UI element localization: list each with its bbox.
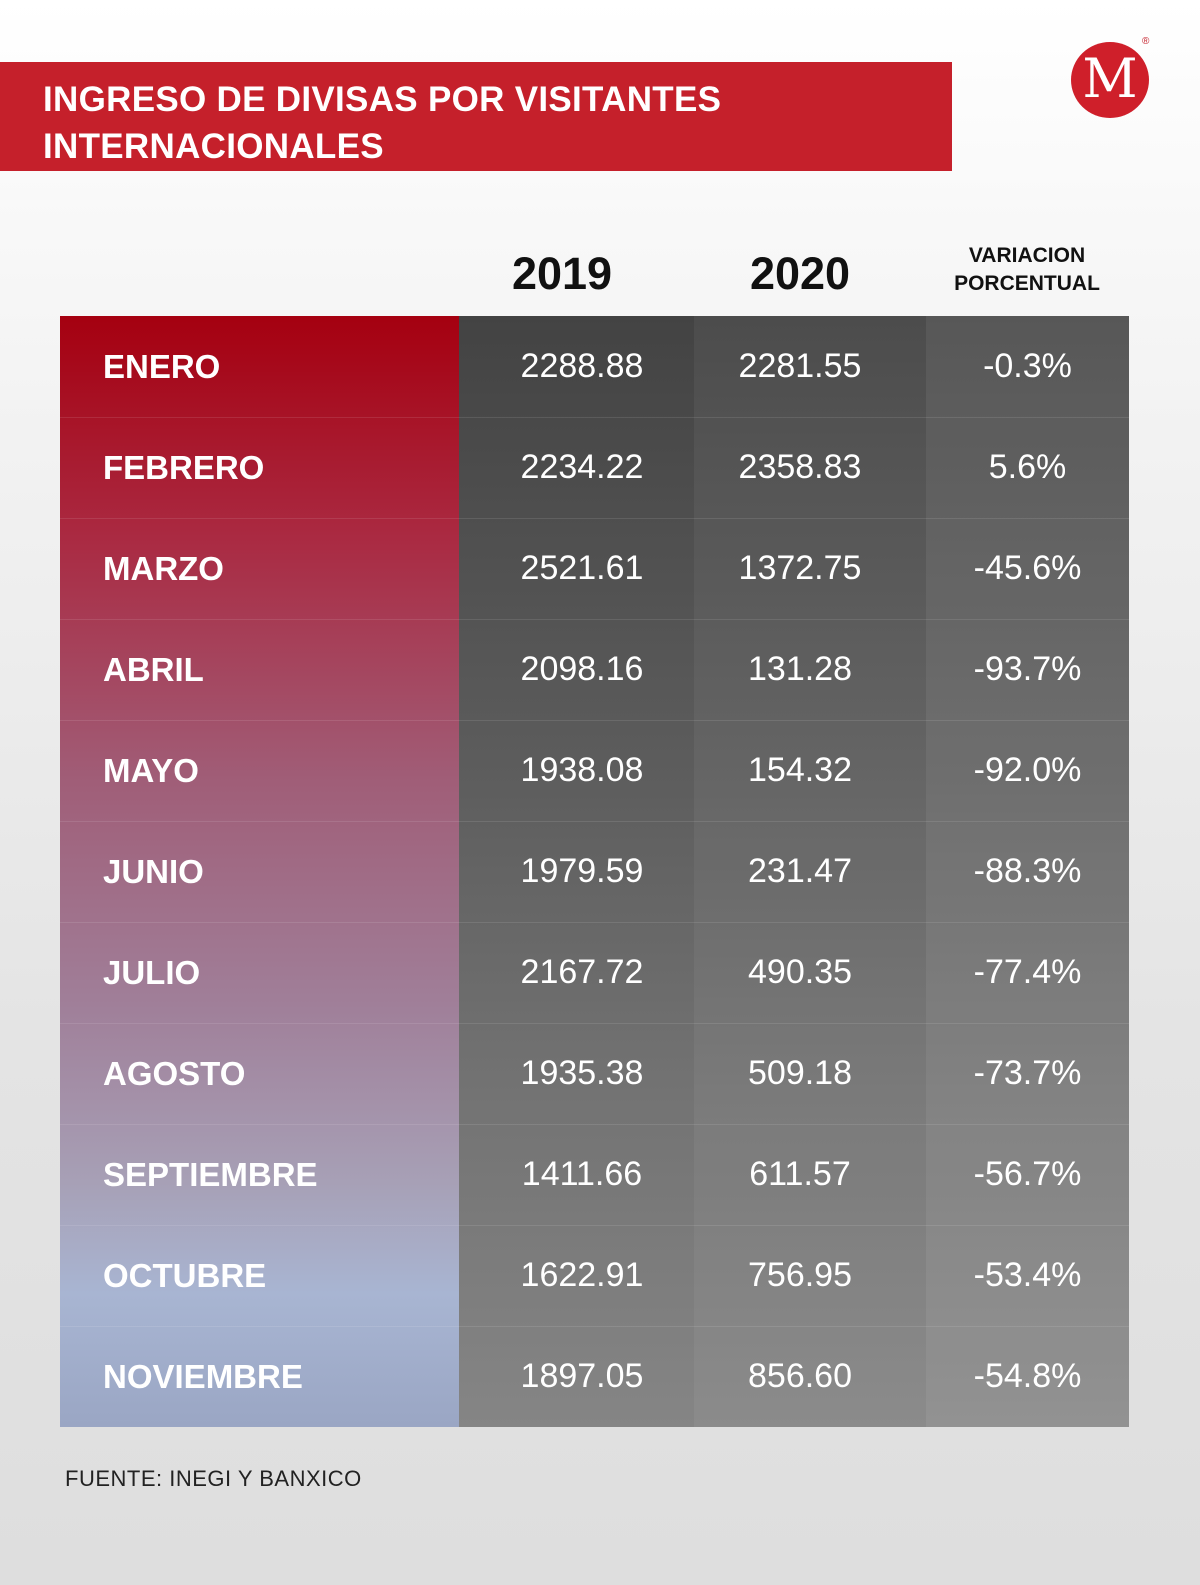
table-row: JUNIO 1979.59 231.47 -88.3% <box>60 821 1129 922</box>
value-2020: 509.18 <box>748 1054 852 1092</box>
month-label: MARZO <box>103 550 224 587</box>
table-row: ENERO 2288.88 2281.55 -0.3% <box>60 316 1129 417</box>
column-header-variation-line2: PORCENTUAL <box>954 272 1100 295</box>
table-row: JULIO 2167.72 490.35 -77.4% <box>60 922 1129 1023</box>
value-variation: -77.4% <box>973 953 1082 991</box>
value-variation: -88.3% <box>973 852 1082 890</box>
logo-letter: M <box>1082 47 1138 110</box>
month-label: FEBRERO <box>103 449 265 486</box>
table-row: MAYO 1938.08 154.32 -92.0% <box>60 720 1129 821</box>
value-variation: -93.7% <box>973 650 1082 688</box>
value-2019: 1411.66 <box>521 1155 643 1193</box>
column-header-variation-line1: VARIACION <box>968 244 1086 267</box>
month-label: SEPTIEMBRE <box>103 1156 318 1193</box>
month-label: JUNIO <box>103 853 204 890</box>
value-2020: 756.95 <box>748 1256 852 1294</box>
row-divider <box>60 619 1129 620</box>
row-divider <box>60 1023 1129 1024</box>
title-banner <box>0 62 952 171</box>
value-2019: 2167.72 <box>520 953 644 991</box>
value-variation: -53.4% <box>973 1256 1082 1294</box>
column-2020-background <box>694 316 926 1427</box>
value-2019: 1897.05 <box>520 1357 644 1395</box>
table-row: SEPTIEMBRE 1411.66 611.57 -56.7% <box>60 1124 1129 1225</box>
value-2020: 2358.83 <box>738 448 862 486</box>
value-2019: 1622.91 <box>520 1256 644 1294</box>
column-header-2019: 2019 <box>511 248 613 299</box>
value-variation: -92.0% <box>973 751 1082 789</box>
row-divider <box>60 720 1129 721</box>
value-variation: 5.6% <box>988 448 1067 486</box>
month-label: OCTUBRE <box>103 1257 267 1294</box>
value-2019: 2234.22 <box>520 448 644 486</box>
value-2020: 154.32 <box>748 751 852 789</box>
row-divider <box>60 417 1129 418</box>
milenio-logo: M <box>1071 42 1149 118</box>
value-2020: 2281.55 <box>738 347 862 385</box>
table-row: AGOSTO 1935.38 509.18 -73.7% <box>60 1023 1129 1124</box>
values-background <box>459 316 1129 1427</box>
month-label: ABRIL <box>103 651 204 688</box>
value-2019: 2098.16 <box>520 650 644 688</box>
table-row: FEBRERO 2234.22 2358.83 5.6% <box>60 417 1129 518</box>
value-2020: 490.35 <box>748 953 852 991</box>
row-divider <box>60 518 1129 519</box>
value-2019: 2521.61 <box>520 549 644 587</box>
value-variation: -45.6% <box>973 549 1082 587</box>
page-title: INGRESO DE DIVISAS POR VISITANTES INTERN… <box>43 80 722 166</box>
registered-mark: ® <box>1142 36 1150 47</box>
month-label: NOVIEMBRE <box>103 1358 303 1395</box>
month-label: ENERO <box>103 348 221 385</box>
value-2019: 1979.59 <box>520 852 644 890</box>
value-2020: 856.60 <box>748 1357 852 1395</box>
value-2019: 2288.88 <box>520 347 644 385</box>
column-header-variation: VARIACION PORCENTUAL <box>925 242 1129 298</box>
value-2020: 131.28 <box>748 650 852 688</box>
table-row: MARZO 2521.61 1372.75 -45.6% <box>60 518 1129 619</box>
value-2019: 1938.08 <box>520 751 644 789</box>
value-2020: 1372.75 <box>738 549 862 587</box>
row-divider <box>60 922 1129 923</box>
source-note: FUENTE: INEGI Y BANXICO <box>65 1466 362 1491</box>
column-header-2020: 2020 <box>749 248 851 299</box>
value-2020: 231.47 <box>748 852 852 890</box>
month-label: MAYO <box>103 752 199 789</box>
table-row: ABRIL 2098.16 131.28 -93.7% <box>60 619 1129 720</box>
month-column-background <box>60 316 459 1427</box>
value-variation: -0.3% <box>983 347 1072 385</box>
value-variation: -73.7% <box>973 1054 1082 1092</box>
value-2020: 611.57 <box>749 1155 851 1193</box>
value-variation: -54.8% <box>973 1357 1082 1395</box>
value-variation: -56.7% <box>973 1155 1082 1193</box>
table-row: OCTUBRE 1622.91 756.95 -53.4% <box>60 1225 1129 1326</box>
month-label: AGOSTO <box>103 1055 246 1092</box>
row-divider <box>60 1124 1129 1125</box>
month-label: JULIO <box>103 954 201 991</box>
data-table: ENERO 2288.88 2281.55 -0.3% FEBRERO 2234.22 23… <box>60 316 1129 1427</box>
value-2019: 1935.38 <box>520 1054 644 1092</box>
row-divider <box>60 1225 1129 1226</box>
table-row: NOVIEMBRE 1897.05 856.60 -54.8% <box>60 1326 1129 1427</box>
row-divider <box>60 821 1129 822</box>
column-variation-background <box>926 316 1129 1427</box>
row-divider <box>60 1326 1129 1327</box>
